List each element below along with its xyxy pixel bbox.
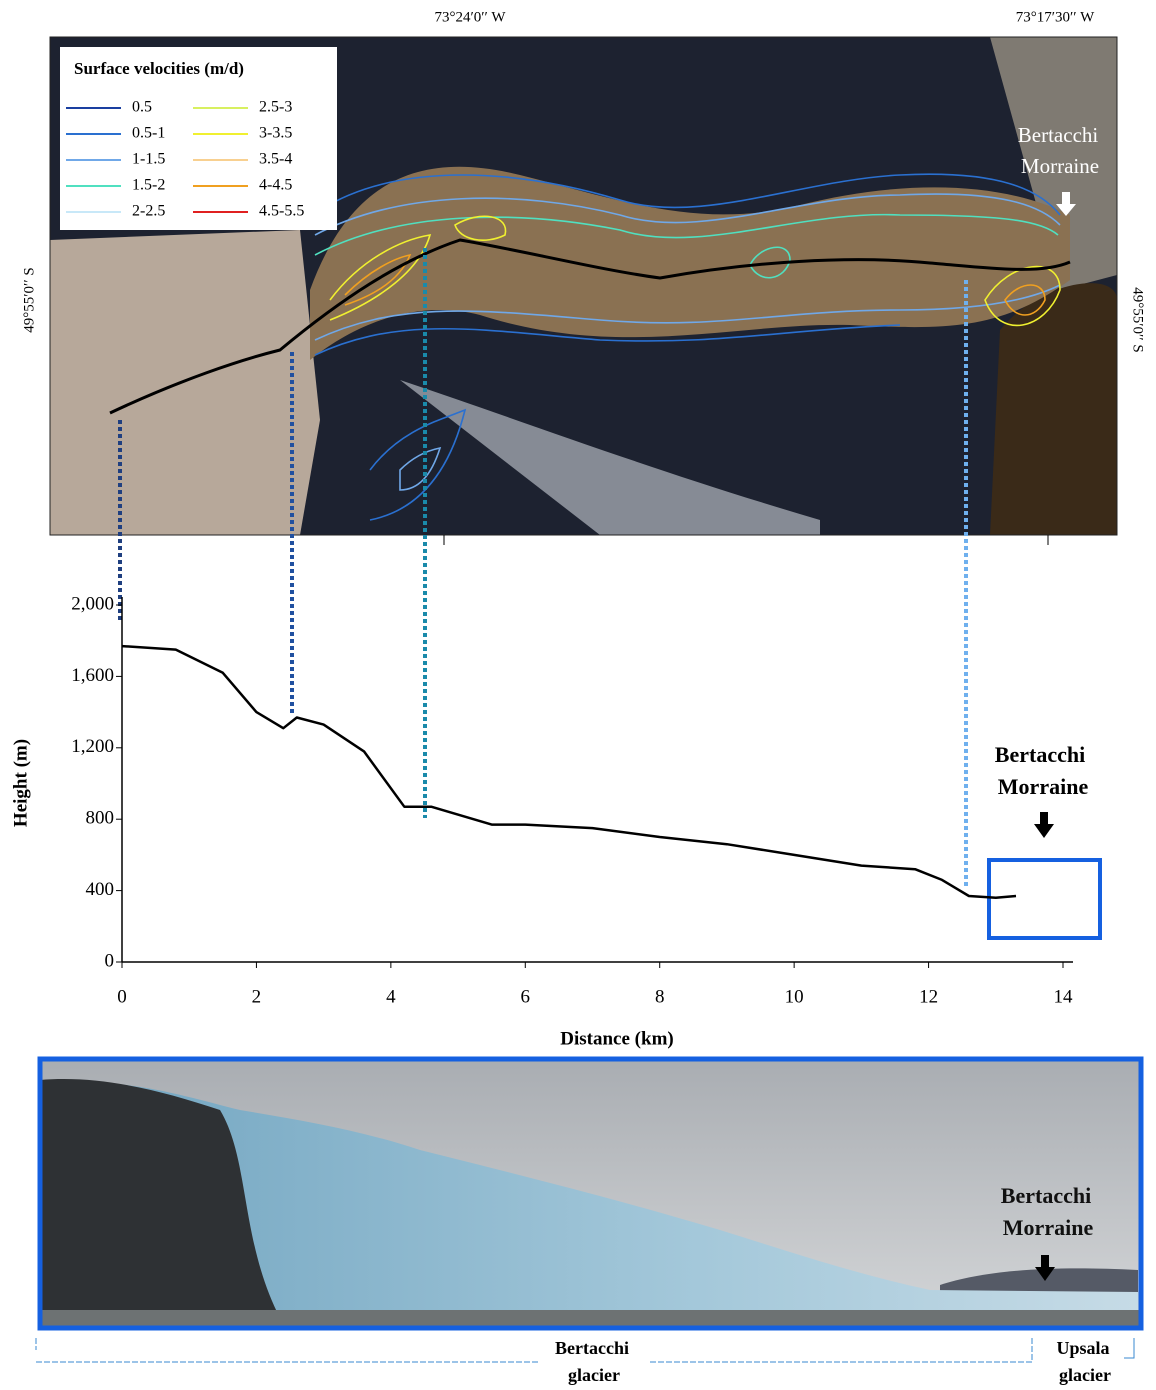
y-tick-label: 400 — [86, 879, 115, 900]
y-axis-label: Height (m) — [10, 739, 31, 827]
figure: 73°24′0′′ W 73°17′30′′ W 49°55′0′′ S 49°… — [0, 0, 1156, 1390]
y-tick-label: 2,000 — [71, 593, 114, 614]
legend-label: 3.5-4 — [259, 151, 292, 168]
x-axis-label: Distance (km) — [560, 1028, 673, 1049]
map-annotation: Bertacchi — [1018, 123, 1099, 147]
photo-caption: glacier — [568, 1365, 620, 1385]
bracket — [36, 1336, 1032, 1362]
y-tick-label: 1,600 — [71, 665, 114, 686]
legend-label: 0.5 — [132, 99, 152, 116]
lat-label: 49°55′0′′ S — [1130, 287, 1146, 352]
height-profile-chart: Height (m) Distance (km) Bertacchi Morra… — [10, 593, 1100, 1049]
legend: Surface velocities (m/d) 0.5 0.5-1 1-1.5 1.… — [60, 47, 337, 230]
x-tick-label: 2 — [252, 986, 262, 1007]
y-tick-label: 0 — [105, 950, 115, 971]
map-annotation: Morraine — [1021, 154, 1099, 178]
legend-title: Surface velocities (m/d) — [74, 59, 244, 78]
y-tick-label: 800 — [86, 808, 115, 829]
highlight-box — [989, 860, 1100, 938]
lon-label: 73°24′0′′ W — [435, 9, 507, 25]
lon-label: 73°17′30′′ W — [1016, 9, 1095, 25]
legend-label: 1.5-2 — [132, 177, 165, 194]
legend-label: 4.5-5.5 — [259, 203, 304, 220]
legend-label: 1-1.5 — [132, 151, 165, 168]
profile-line — [122, 646, 1016, 898]
chart-annotation: Bertacchi — [995, 742, 1085, 767]
x-tick-label: 12 — [919, 986, 938, 1007]
x-tick-label: 0 — [117, 986, 127, 1007]
photo-caption: Bertacchi — [555, 1338, 629, 1358]
legend-label: 4-4.5 — [259, 177, 292, 194]
y-tick-label: 1,200 — [71, 736, 114, 757]
photo-annotation: Bertacchi — [1001, 1183, 1091, 1208]
legend-label: 0.5-1 — [132, 125, 165, 142]
photo: Bertacchi Morraine Bertacchi glacier Ups… — [36, 1059, 1141, 1385]
arrow — [1034, 812, 1054, 838]
photo-caption: Upsala — [1056, 1338, 1109, 1358]
x-tick-label: 10 — [785, 986, 804, 1007]
x-tick-label: 4 — [386, 986, 396, 1007]
bracket — [1124, 1338, 1134, 1358]
photo-caption: glacier — [1059, 1365, 1111, 1385]
lake — [990, 283, 1117, 535]
lat-label: 49°55′0′′ S — [21, 267, 37, 332]
x-tick-label: 14 — [1054, 986, 1074, 1007]
x-tick-label: 8 — [655, 986, 665, 1007]
map: 73°24′0′′ W 73°17′30′′ W 49°55′0′′ S 49°… — [21, 9, 1145, 545]
photo-water — [40, 1310, 1141, 1328]
photo-annotation: Morraine — [1003, 1215, 1094, 1240]
legend-label: 3-3.5 — [259, 125, 292, 142]
x-tick-label: 6 — [521, 986, 531, 1007]
snow-field — [50, 230, 320, 535]
chart-annotation: Morraine — [998, 774, 1089, 799]
legend-label: 2.5-3 — [259, 99, 292, 116]
legend-label: 2-2.5 — [132, 203, 165, 220]
